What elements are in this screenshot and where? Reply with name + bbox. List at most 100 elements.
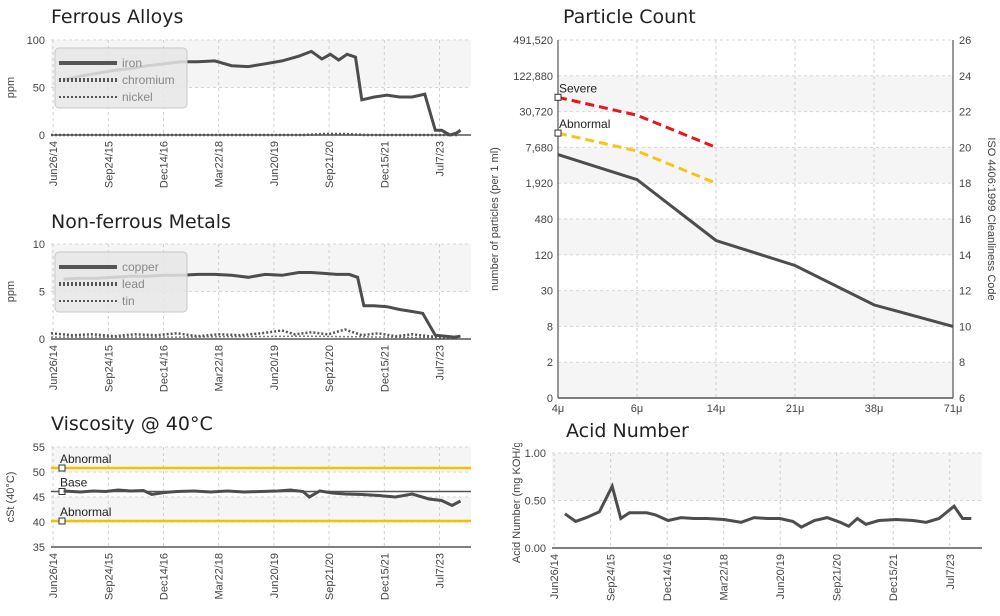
- viscosity-chart: Jun26/14 Sep24/15 Dec14/16 Mar22/18 Jun20/19…: [5, 442, 471, 600]
- x-tick-label: Sep21/20: [324, 345, 336, 392]
- y-tick-label: 1.00: [525, 448, 546, 460]
- ferrous-alloys-chart: Jun26/14 Sep24/15 Dec14/16 Mar22/18 Jun20/19…: [5, 35, 471, 188]
- y2-tick-label: 10: [959, 321, 971, 333]
- legend-label: nickel: [122, 90, 153, 104]
- x-tick-label: Dec14/16: [159, 141, 171, 188]
- y-tick-label: 120: [535, 250, 553, 262]
- x-tick-label: Sep24/15: [103, 345, 115, 392]
- particle-count-chart: 4μ 6μ 14μ 21μ 38μ 71μ 0 2 8 30 120 480 1,920 7,680 30,…: [490, 35, 997, 415]
- legend-box: [54, 251, 188, 313]
- nonferrous-title: Non-ferrous Metals: [51, 211, 231, 233]
- y-tick-label: 5: [39, 287, 45, 299]
- particle-title: Particle Count: [563, 6, 696, 28]
- x-tick-label: Dec15/21: [888, 554, 900, 601]
- x-tick-label: Sep21/20: [324, 141, 336, 188]
- y2-tick-label: 20: [959, 142, 971, 154]
- x-tick-label: Mar22/18: [214, 141, 226, 187]
- ferrous-title: Ferrous Alloys: [51, 6, 184, 28]
- y-tick-label: 100: [27, 35, 45, 47]
- y-tick-label: 40: [33, 517, 45, 529]
- x-tick-label: Jul7/23: [435, 345, 447, 380]
- y2-tick-label: 26: [959, 35, 971, 47]
- x-tick-label: Jul7/23: [435, 141, 447, 176]
- acid-title: Acid Number: [566, 420, 689, 442]
- x-tick-label: Sep24/15: [103, 141, 115, 188]
- grid-band: [51, 497, 471, 522]
- y2-tick-label: 8: [959, 357, 965, 369]
- x-tick-label: Jun26/14: [48, 141, 60, 186]
- legend-label: iron: [122, 56, 142, 70]
- x-tick-label: Jun26/14: [48, 553, 60, 598]
- x-tick-label: Sep24/15: [606, 554, 618, 601]
- y-axis-label: cSt (40°C): [5, 472, 17, 523]
- x-tick-label: Mar22/18: [719, 554, 731, 600]
- limit-label: Severe: [559, 81, 597, 95]
- y-axis-label: Acid Number (mg KOH/g): [511, 443, 523, 563]
- grid-band: [558, 75, 953, 112]
- x-tick-label: Dec15/21: [379, 345, 391, 392]
- x-tick-label: Jun20/19: [269, 345, 281, 390]
- series-viscosity: [63, 488, 462, 508]
- limit-marker: [58, 464, 66, 472]
- limit-marker: [554, 129, 562, 137]
- y-tick-label: 122,880: [513, 71, 553, 83]
- y-tick-label: 10: [33, 239, 45, 251]
- y-tick-label: 2: [547, 357, 553, 369]
- x-tick-label: Jun26/14: [549, 554, 561, 599]
- x-tick-label: Mar22/18: [214, 553, 226, 599]
- y-tick-label: 0.50: [525, 496, 546, 508]
- y2-tick-label: 14: [959, 250, 971, 262]
- y-tick-label: 0: [39, 334, 45, 346]
- y2-tick-label: 22: [959, 107, 971, 119]
- x-tick-label: Dec15/21: [379, 141, 391, 188]
- y-tick-label: 7,680: [525, 142, 553, 154]
- limit-marker: [554, 93, 562, 101]
- series-chromium: [51, 132, 459, 137]
- y-tick-label: 45: [33, 492, 45, 504]
- x-tick-label: Mar22/18: [214, 345, 226, 391]
- y-axis-label: number of particles (per 1 ml): [490, 147, 501, 291]
- x-tick-label: Sep21/20: [324, 553, 336, 600]
- grid-band: [552, 453, 982, 501]
- x-tick-label: 4μ: [552, 403, 564, 415]
- acid-number-chart: Jun26/14 Sep24/15 Dec14/16 Mar22/18 Jun20/19…: [511, 443, 982, 601]
- legend: iron chromium nickel: [54, 47, 188, 109]
- y2-tick-label: 24: [959, 71, 971, 83]
- y-tick-label: 50: [33, 83, 45, 95]
- y-tick-label: 8: [547, 321, 553, 333]
- x-tick-label: 38μ: [865, 403, 884, 415]
- x-tick-label: Dec14/16: [159, 553, 171, 600]
- series-tin: [51, 335, 459, 339]
- limit-label: Base: [60, 476, 88, 490]
- limit-marker: [58, 517, 66, 525]
- x-tick-label: Dec14/16: [662, 554, 674, 601]
- x-tick-label: 21μ: [786, 403, 805, 415]
- x-tick-label: Jun20/19: [775, 554, 787, 599]
- legend-label: copper: [122, 260, 159, 274]
- limit-label: Abnormal: [60, 505, 111, 519]
- y-tick-label: 0: [39, 130, 45, 142]
- x-tick-label: Jul7/23: [945, 554, 957, 589]
- x-tick-label: Jun20/19: [269, 141, 281, 186]
- x-tick-label: 6μ: [631, 403, 643, 415]
- x-tick-label: Dec15/21: [379, 553, 391, 600]
- limit-label: Abnormal: [559, 117, 610, 131]
- grid-band: [558, 290, 953, 327]
- y-tick-label: 0: [547, 393, 553, 405]
- y2-tick-label: 18: [959, 178, 971, 190]
- grid-band: [558, 362, 953, 398]
- y-tick-label: 1,920: [525, 178, 553, 190]
- y-tick-label: 50: [33, 467, 45, 479]
- x-tick-label: Sep21/20: [832, 554, 844, 601]
- y-tick-label: 35: [33, 542, 45, 554]
- legend-label: tin: [122, 294, 135, 308]
- x-tick-label: Jul7/23: [435, 553, 447, 588]
- y-tick-label: 55: [33, 442, 45, 454]
- y2-tick-label: 12: [959, 286, 971, 298]
- x-tick-label: Jun26/14: [48, 345, 60, 390]
- limit-label: Abnormal: [60, 452, 111, 466]
- legend: copper lead tin: [54, 251, 188, 313]
- y-tick-label: 30,720: [519, 107, 553, 119]
- x-tick-label: Dec14/16: [159, 345, 171, 392]
- y2-tick-label: 16: [959, 214, 971, 226]
